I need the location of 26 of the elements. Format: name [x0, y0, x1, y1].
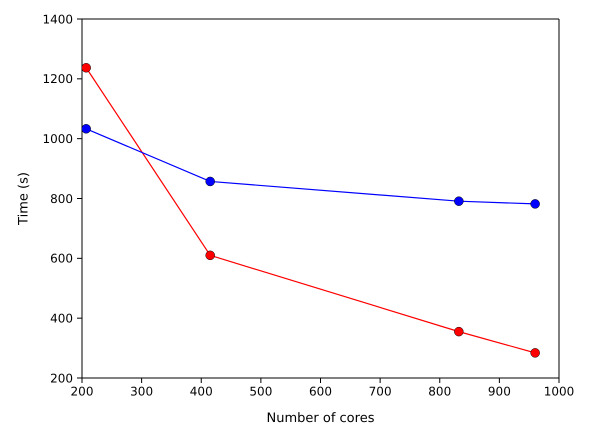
x-tick-label: 400 [190, 384, 213, 399]
x-tick-label: 200 [70, 384, 94, 399]
point [205, 250, 215, 260]
y-tick-label: 1000 [42, 132, 73, 146]
y-tick-label: 1200 [42, 72, 73, 86]
x-tick-label: 300 [130, 384, 154, 399]
point [530, 348, 540, 358]
x-axis-title: Number of cores [266, 411, 375, 426]
x-tick-label: 1000 [544, 384, 574, 399]
point [454, 196, 464, 206]
y-tick-label: 200 [50, 371, 73, 386]
x-tick-label: 900 [488, 384, 511, 399]
x-tick-label: 700 [368, 384, 392, 399]
y-tick-label: 600 [50, 252, 73, 266]
x-tick-label: 800 [428, 384, 452, 399]
y-tick-label: 400 [50, 311, 73, 326]
point [82, 124, 91, 134]
point [530, 199, 540, 209]
y-tick-label: 800 [50, 192, 73, 206]
point [82, 63, 91, 73]
x-tick-label: 500 [249, 384, 272, 399]
point [205, 176, 215, 186]
point [454, 326, 464, 336]
y-tick-label: 1400 [42, 12, 73, 26]
x-tick-label: 600 [309, 384, 332, 399]
y-axis-title: Time (s) [16, 172, 32, 226]
